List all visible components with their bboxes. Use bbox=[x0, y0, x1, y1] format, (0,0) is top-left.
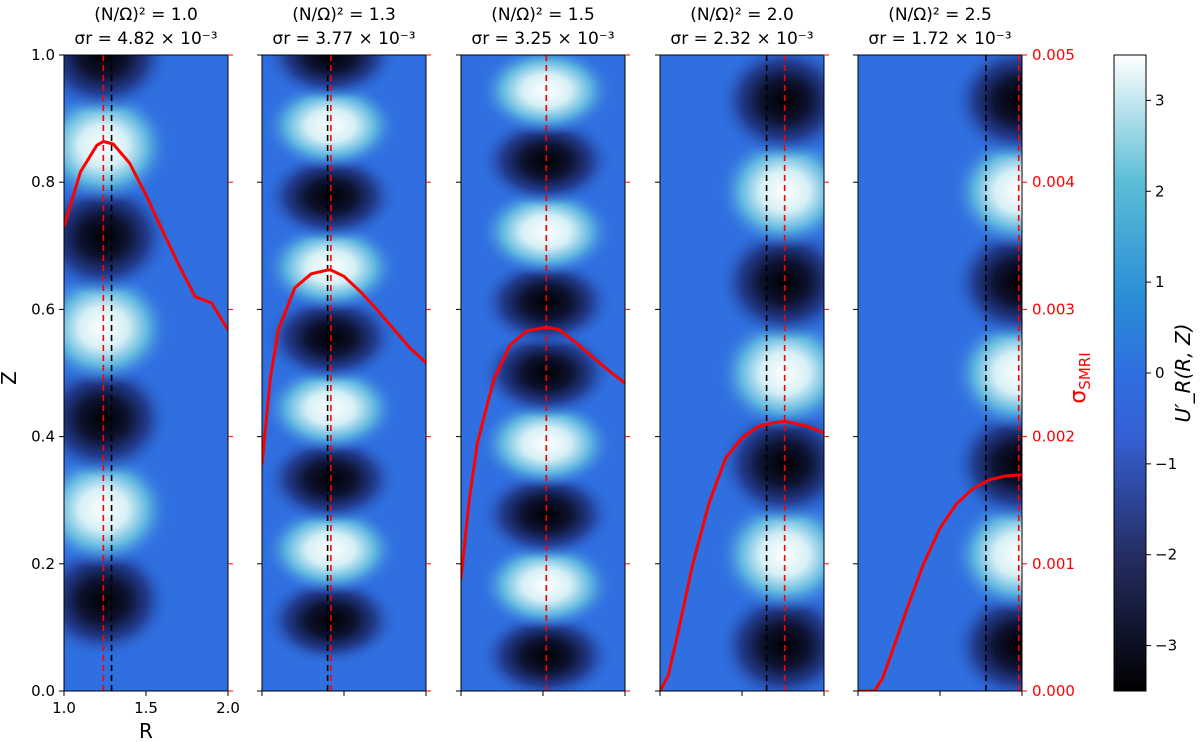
heatmap-maximum bbox=[478, 397, 615, 490]
y-tick-label: 0.2 bbox=[31, 555, 55, 573]
sigma-smri-curve bbox=[64, 140, 228, 331]
panel-3: (N/Ω)² = 1.5 σr = 3.25 × 10⁻³ bbox=[456, 5, 630, 696]
secondary-y-tick-label: 0.005 bbox=[1032, 46, 1075, 64]
x-tick-label: 1.5 bbox=[134, 699, 158, 717]
colorbar-tick-label: −3 bbox=[1155, 637, 1177, 655]
heatmap-maximum bbox=[950, 132, 1022, 251]
secondary-y-tick-label: 0.003 bbox=[1032, 300, 1075, 318]
panel-title-line2: σr = 2.32 × 10⁻³ bbox=[670, 29, 813, 49]
heatmap-minimum bbox=[64, 359, 172, 478]
secondary-y-tick-label: 0.004 bbox=[1032, 173, 1075, 191]
panel-title-line1: (N/Ω)² = 2.0 bbox=[690, 5, 794, 25]
y-tick-label: 1.0 bbox=[31, 46, 55, 64]
heatmap-minimum bbox=[64, 541, 172, 660]
panel-4: (N/Ω)² = 2.0 σr = 2.32 × 10⁻³ bbox=[655, 5, 829, 696]
panel-title-line2: σr = 3.77 × 10⁻³ bbox=[272, 29, 415, 49]
secondary-y-tick-label: 0.001 bbox=[1032, 555, 1075, 573]
panel-title-line2: σr = 1.72 × 10⁻³ bbox=[868, 29, 1011, 49]
heatmap-minimum bbox=[716, 586, 824, 691]
heatmap-minimum bbox=[478, 468, 615, 561]
heatmap-minimum bbox=[478, 327, 615, 419]
heatmap-maximum bbox=[716, 495, 824, 614]
x-axis-label: R bbox=[139, 719, 153, 742]
heatmap-cells bbox=[478, 55, 615, 691]
sigma-smri-curve bbox=[858, 473, 1022, 691]
sigma-smri-curve bbox=[461, 325, 625, 580]
heatmap-minimum bbox=[64, 177, 172, 296]
heatmap-minimum bbox=[950, 223, 1022, 342]
heatmap-maximum bbox=[950, 495, 1022, 614]
heatmap-maximum bbox=[64, 450, 172, 569]
heatmap-maximum bbox=[716, 314, 824, 432]
colorbar-tick-label: −1 bbox=[1155, 455, 1177, 473]
heatmap-maximum bbox=[64, 86, 172, 205]
panels-group: (N/Ω)² = 1.0 σr = 4.82 × 10⁻³ 1.0 1.5 2.0 0.0… bbox=[31, 5, 1075, 717]
panel-2: (N/Ω)² = 1.3 σr = 3.77 × 10⁻³ bbox=[257, 5, 431, 696]
colorbar-tick-label: 2 bbox=[1155, 182, 1165, 200]
heatmap-maximum bbox=[950, 314, 1022, 432]
y-axis-label: Z bbox=[0, 371, 21, 385]
y-tick-label: 0.0 bbox=[31, 682, 55, 700]
colorbar-tick-label: 3 bbox=[1155, 91, 1165, 109]
colorbar-ticks: −3 −2 −1 0 1 2 3 bbox=[1146, 91, 1177, 655]
y-tick-label: 0.6 bbox=[31, 300, 55, 318]
colorbar: −3 −2 −1 0 1 2 3 U′_R(R, Z) bbox=[1113, 54, 1195, 692]
heatmap-maximum bbox=[716, 132, 824, 251]
heatmap-minimum bbox=[64, 55, 172, 114]
axis-labels: R Z σSMRI bbox=[0, 352, 1094, 742]
colorbar-tick-label: 0 bbox=[1155, 364, 1165, 382]
colorbar-label: U′_R(R, Z) bbox=[1171, 324, 1195, 423]
colorbar-tick-label: 1 bbox=[1155, 273, 1165, 291]
secondary-y-tick-label: 0.002 bbox=[1032, 428, 1075, 446]
y-tick-label: 0.4 bbox=[31, 428, 55, 446]
heatmap-maximum bbox=[64, 268, 172, 387]
panel-title-line1: (N/Ω)² = 1.3 bbox=[292, 5, 396, 25]
heatmap-minimum bbox=[716, 404, 824, 523]
panel-title-line1: (N/Ω)² = 1.5 bbox=[491, 5, 595, 25]
heatmap-cells bbox=[716, 55, 824, 691]
panel-5: (N/Ω)² = 2.5 σr = 1.72 × 10⁻³ 0.000 0.001 0.… bbox=[853, 5, 1075, 700]
colorbar-tick-label: −2 bbox=[1155, 546, 1177, 564]
panel-title-line1: (N/Ω)² = 2.5 bbox=[888, 5, 992, 25]
panel-title-line1: (N/Ω)² = 1.0 bbox=[94, 5, 198, 25]
heatmap-maximum bbox=[478, 185, 615, 278]
heatmap-cells bbox=[64, 55, 172, 660]
heatmap-minimum bbox=[478, 256, 615, 349]
secondary-y-tick-label: 0.000 bbox=[1032, 682, 1075, 700]
y-tick-label: 0.8 bbox=[31, 173, 55, 191]
x-tick-label: 2.0 bbox=[216, 699, 240, 717]
panel-title-line2: σr = 3.25 × 10⁻³ bbox=[471, 29, 614, 49]
sigma-smri-curve bbox=[262, 268, 426, 465]
heatmap-minimum bbox=[716, 55, 824, 160]
panel-1: (N/Ω)² = 1.0 σr = 4.82 × 10⁻³ 1.0 1.5 2.0 0.0… bbox=[31, 5, 240, 717]
sigma-smri-curve bbox=[660, 419, 824, 691]
colorbar-gradient bbox=[1113, 54, 1147, 692]
x-tick-label: 1.0 bbox=[52, 699, 76, 717]
panel-title-line2: σr = 4.82 × 10⁻³ bbox=[74, 29, 217, 49]
secondary-y-axis-label: σSMRI bbox=[1066, 352, 1094, 403]
heatmap-minimum bbox=[716, 223, 824, 342]
